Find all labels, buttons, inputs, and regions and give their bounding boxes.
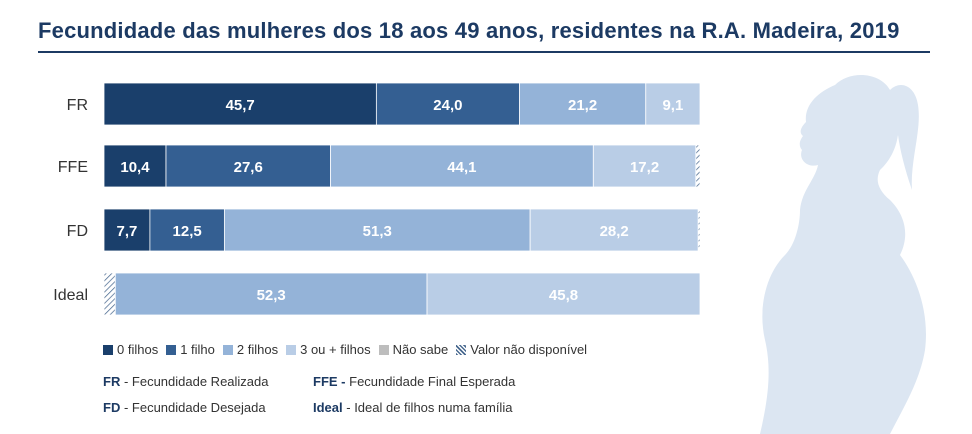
- data-label: 7,7: [117, 223, 138, 240]
- bar-segment-2-filhos: [223, 208, 531, 252]
- note-text: Ideal de filhos numa família: [354, 400, 513, 415]
- data-label: 44,1: [447, 159, 476, 176]
- bar-segment-valor-n-o-dispon-vel: [103, 272, 116, 316]
- data-label: 45,7: [226, 97, 255, 114]
- legend-swatch: [378, 344, 389, 355]
- bar-segment-0-filhos: [103, 82, 377, 126]
- legend-label: 1 filho: [180, 342, 215, 357]
- bar-segment-valor-n-o-dispon-vel: [697, 208, 701, 252]
- note-fd: FD - Fecundidade Desejada: [103, 400, 266, 415]
- note-fr: FR - Fecundidade Realizada: [103, 374, 269, 389]
- category-label: FR: [67, 97, 88, 114]
- bar-segment-valor-n-o-dispon-vel: [695, 144, 701, 188]
- category-label: FFE: [58, 159, 88, 176]
- legend-label: 3 ou + filhos: [300, 342, 371, 357]
- note-ffe: FFE - Fecundidade Final Esperada: [313, 374, 515, 389]
- chart-title: Fecundidade das mulheres dos 18 aos 49 a…: [38, 18, 900, 43]
- data-label: 51,3: [363, 223, 392, 240]
- legend-label: 0 filhos: [117, 342, 159, 357]
- bar-segment-2-filhos: [330, 144, 594, 188]
- bar-segment-2-filhos: [519, 82, 647, 126]
- note-sep: -: [120, 400, 132, 415]
- data-label: 52,3: [257, 287, 286, 304]
- legend-label: Não sabe: [392, 342, 449, 357]
- note-sep: -: [120, 374, 132, 389]
- legend-item: 2 filhos: [222, 342, 279, 357]
- legend-swatch: [222, 344, 233, 355]
- note-abbr: FFE -: [313, 374, 346, 389]
- data-label: 17,2: [630, 159, 659, 176]
- data-label: 45,8: [549, 287, 578, 304]
- bar-segment-0-filhos: [103, 208, 151, 252]
- bar-segment-3-ou-filhos: [529, 208, 699, 252]
- legend-label: 2 filhos: [236, 342, 279, 357]
- data-label: 9,1: [662, 97, 683, 114]
- category-label: FD: [67, 223, 88, 240]
- title-divider: [38, 51, 930, 53]
- category-label: Ideal: [53, 287, 88, 304]
- bar-segment-3-ou-filhos: [592, 144, 697, 188]
- legend-item: 3 ou + filhos: [286, 342, 371, 357]
- bar-segment-1-filho: [149, 208, 225, 252]
- legend-swatch: [456, 344, 467, 355]
- data-label: 24,0: [433, 97, 462, 114]
- bar-segment-3-ou-filhos: [426, 272, 701, 316]
- note-text: Fecundidade Final Esperada: [349, 374, 516, 389]
- data-label: 21,2: [568, 97, 597, 114]
- legend-item: 1 filho: [166, 342, 215, 357]
- data-label: 27,6: [234, 159, 263, 176]
- legend-label: Valor não disponível: [470, 342, 588, 357]
- legend-swatch: [103, 344, 113, 355]
- note-sep: -: [342, 400, 355, 415]
- legend-item: Não sabe: [378, 342, 449, 357]
- legend: 0 filhos 1 filho 2 filhos 3 ou + filhos Não …: [103, 342, 587, 357]
- note-text: Fecundidade Desejada: [131, 400, 266, 415]
- data-label: 12,5: [173, 223, 202, 240]
- note-abbr: Ideal: [313, 400, 343, 415]
- legend-item: Valor não disponível: [456, 342, 587, 357]
- note-abbr: FR: [103, 374, 121, 389]
- note-abbr: FD: [103, 400, 121, 415]
- pregnant-woman-silhouette-icon: [760, 74, 926, 434]
- legend-item: 0 filhos: [103, 342, 158, 357]
- legend-swatch: [286, 344, 297, 355]
- bar-segment-1-filho: [165, 144, 331, 188]
- bar-segment-3-ou-filhos: [645, 82, 701, 126]
- bar-segment-0-filhos: [103, 144, 167, 188]
- legend-swatch: [166, 344, 177, 355]
- data-label: 28,2: [600, 223, 629, 240]
- note-text: Fecundidade Realizada: [131, 374, 269, 389]
- data-label: 10,4: [120, 159, 150, 176]
- note-ideal: Ideal - Ideal de filhos numa família: [313, 400, 512, 415]
